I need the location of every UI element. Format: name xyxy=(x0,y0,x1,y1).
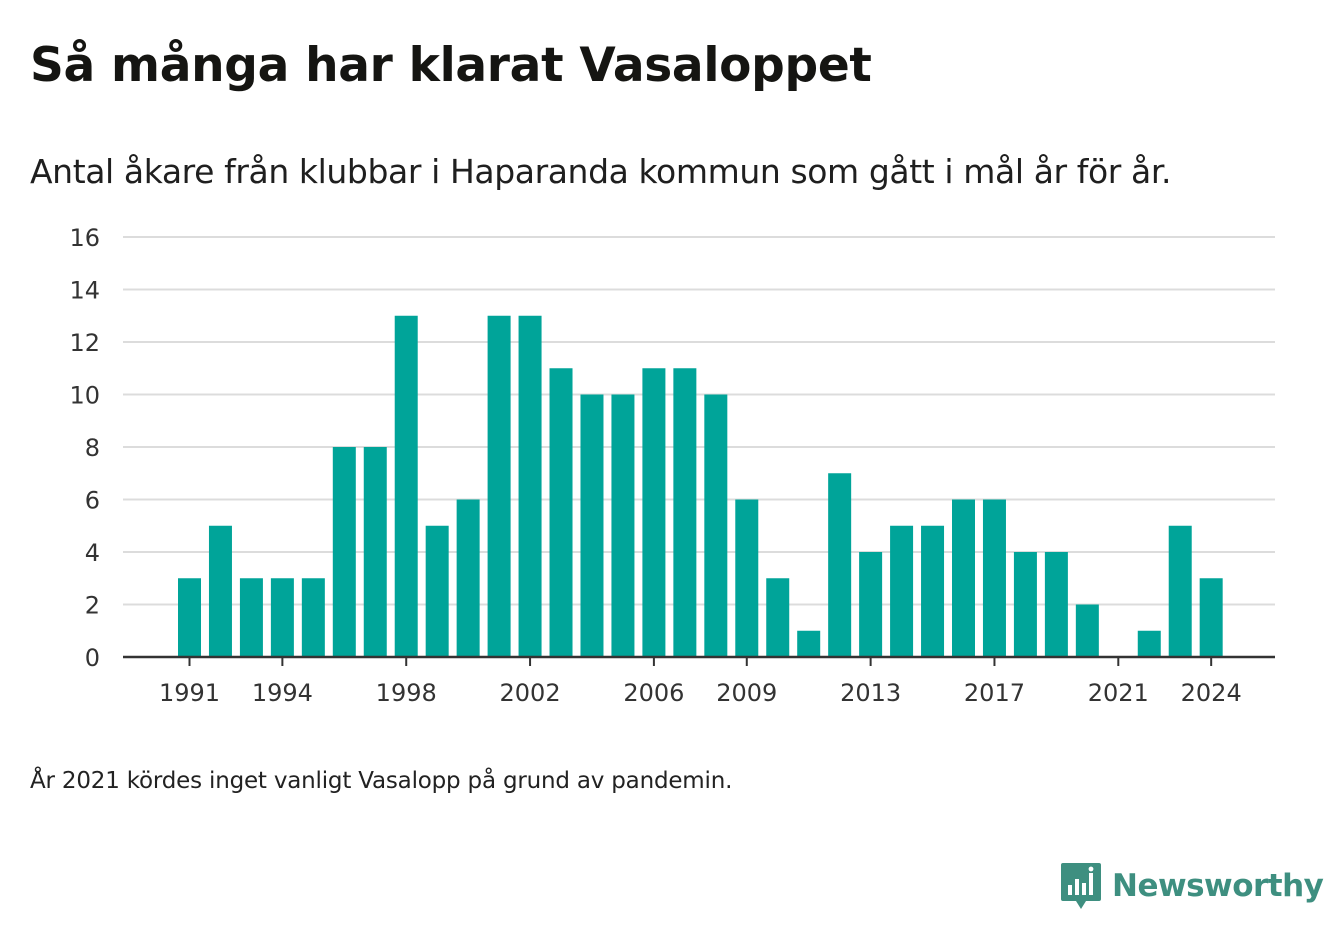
bar-2017 xyxy=(982,499,1006,657)
x-tick-label: 1998 xyxy=(376,679,437,707)
bar-2010 xyxy=(766,578,790,657)
footnote: År 2021 kördes inget vanligt Vasalopp på… xyxy=(30,768,733,794)
y-tick-label: 4 xyxy=(85,539,100,567)
y-tick-label: 6 xyxy=(85,487,100,515)
bar-2004 xyxy=(580,394,604,657)
bar-2023 xyxy=(1168,525,1192,657)
bar-2007 xyxy=(673,368,697,657)
gridlines xyxy=(123,236,1275,606)
bar-2003 xyxy=(549,368,573,657)
y-tick-label: 2 xyxy=(85,592,100,620)
x-tick-label: 2024 xyxy=(1181,679,1242,707)
bar-1999 xyxy=(425,525,449,657)
bar-2018 xyxy=(1013,552,1037,657)
y-tick-label: 0 xyxy=(85,644,100,672)
bar-1993 xyxy=(239,578,263,657)
bar-2022 xyxy=(1137,630,1161,657)
bar-2024 xyxy=(1199,578,1223,657)
x-axis-ticks: 1991 1994 1998 2002 2006 2009 2013 2017 2021 2024 xyxy=(159,657,1242,707)
bar-2002 xyxy=(518,315,542,657)
bar-2008 xyxy=(704,394,728,657)
bar-1995 xyxy=(301,578,325,657)
bar-1991 xyxy=(178,578,201,657)
bar-1997 xyxy=(363,447,387,657)
x-tick-label: 2002 xyxy=(500,679,561,707)
x-tick-label: 1991 xyxy=(159,679,220,707)
bar-2006 xyxy=(642,368,666,657)
x-tick-label: 2013 xyxy=(840,679,901,707)
y-tick-label: 12 xyxy=(69,329,100,357)
bar-2015 xyxy=(921,525,945,657)
bar-2005 xyxy=(611,394,635,657)
bar-2020 xyxy=(1075,604,1099,657)
x-tick-label: 2017 xyxy=(964,679,1025,707)
y-axis-ticks: 0 2 4 6 8 10 12 14 16 xyxy=(69,224,100,672)
bar-1992 xyxy=(208,525,232,657)
y-tick-label: 8 xyxy=(85,434,100,462)
x-tick-label: 1994 xyxy=(252,679,313,707)
bar-1996 xyxy=(332,447,356,657)
bar-2013 xyxy=(859,552,883,657)
bar-2000 xyxy=(456,499,480,657)
chart-subtitle: Antal åkare från klubbar i Haparanda kom… xyxy=(30,152,1172,191)
y-tick-label: 14 xyxy=(69,277,100,305)
bar-1994 xyxy=(270,578,294,657)
bar-2012 xyxy=(828,473,852,657)
bar-chart: 1991 1994 1998 2002 2006 2009 2013 2017 2021 2024… xyxy=(69,224,1275,707)
chart-title: Så många har klarat Vasaloppet xyxy=(30,38,872,93)
y-tick-label: 16 xyxy=(69,224,100,252)
bar-2019 xyxy=(1044,552,1068,657)
newsworthy-logo-icon xyxy=(1061,863,1101,909)
bar-2001 xyxy=(487,315,511,657)
y-tick-label: 10 xyxy=(69,382,100,410)
bar-1998 xyxy=(394,315,418,657)
x-tick-label: 2006 xyxy=(623,679,684,707)
brand-logo: Newsworthy xyxy=(1060,860,1324,912)
bar-2014 xyxy=(890,525,914,657)
x-tick-label: 2009 xyxy=(716,679,777,707)
bar-2011 xyxy=(797,630,821,657)
bar-2009 xyxy=(735,499,759,657)
x-tick-label: 2021 xyxy=(1088,679,1149,707)
bar-2016 xyxy=(952,499,975,657)
bar-series xyxy=(178,315,1223,657)
brand-name: Newsworthy xyxy=(1112,868,1324,904)
